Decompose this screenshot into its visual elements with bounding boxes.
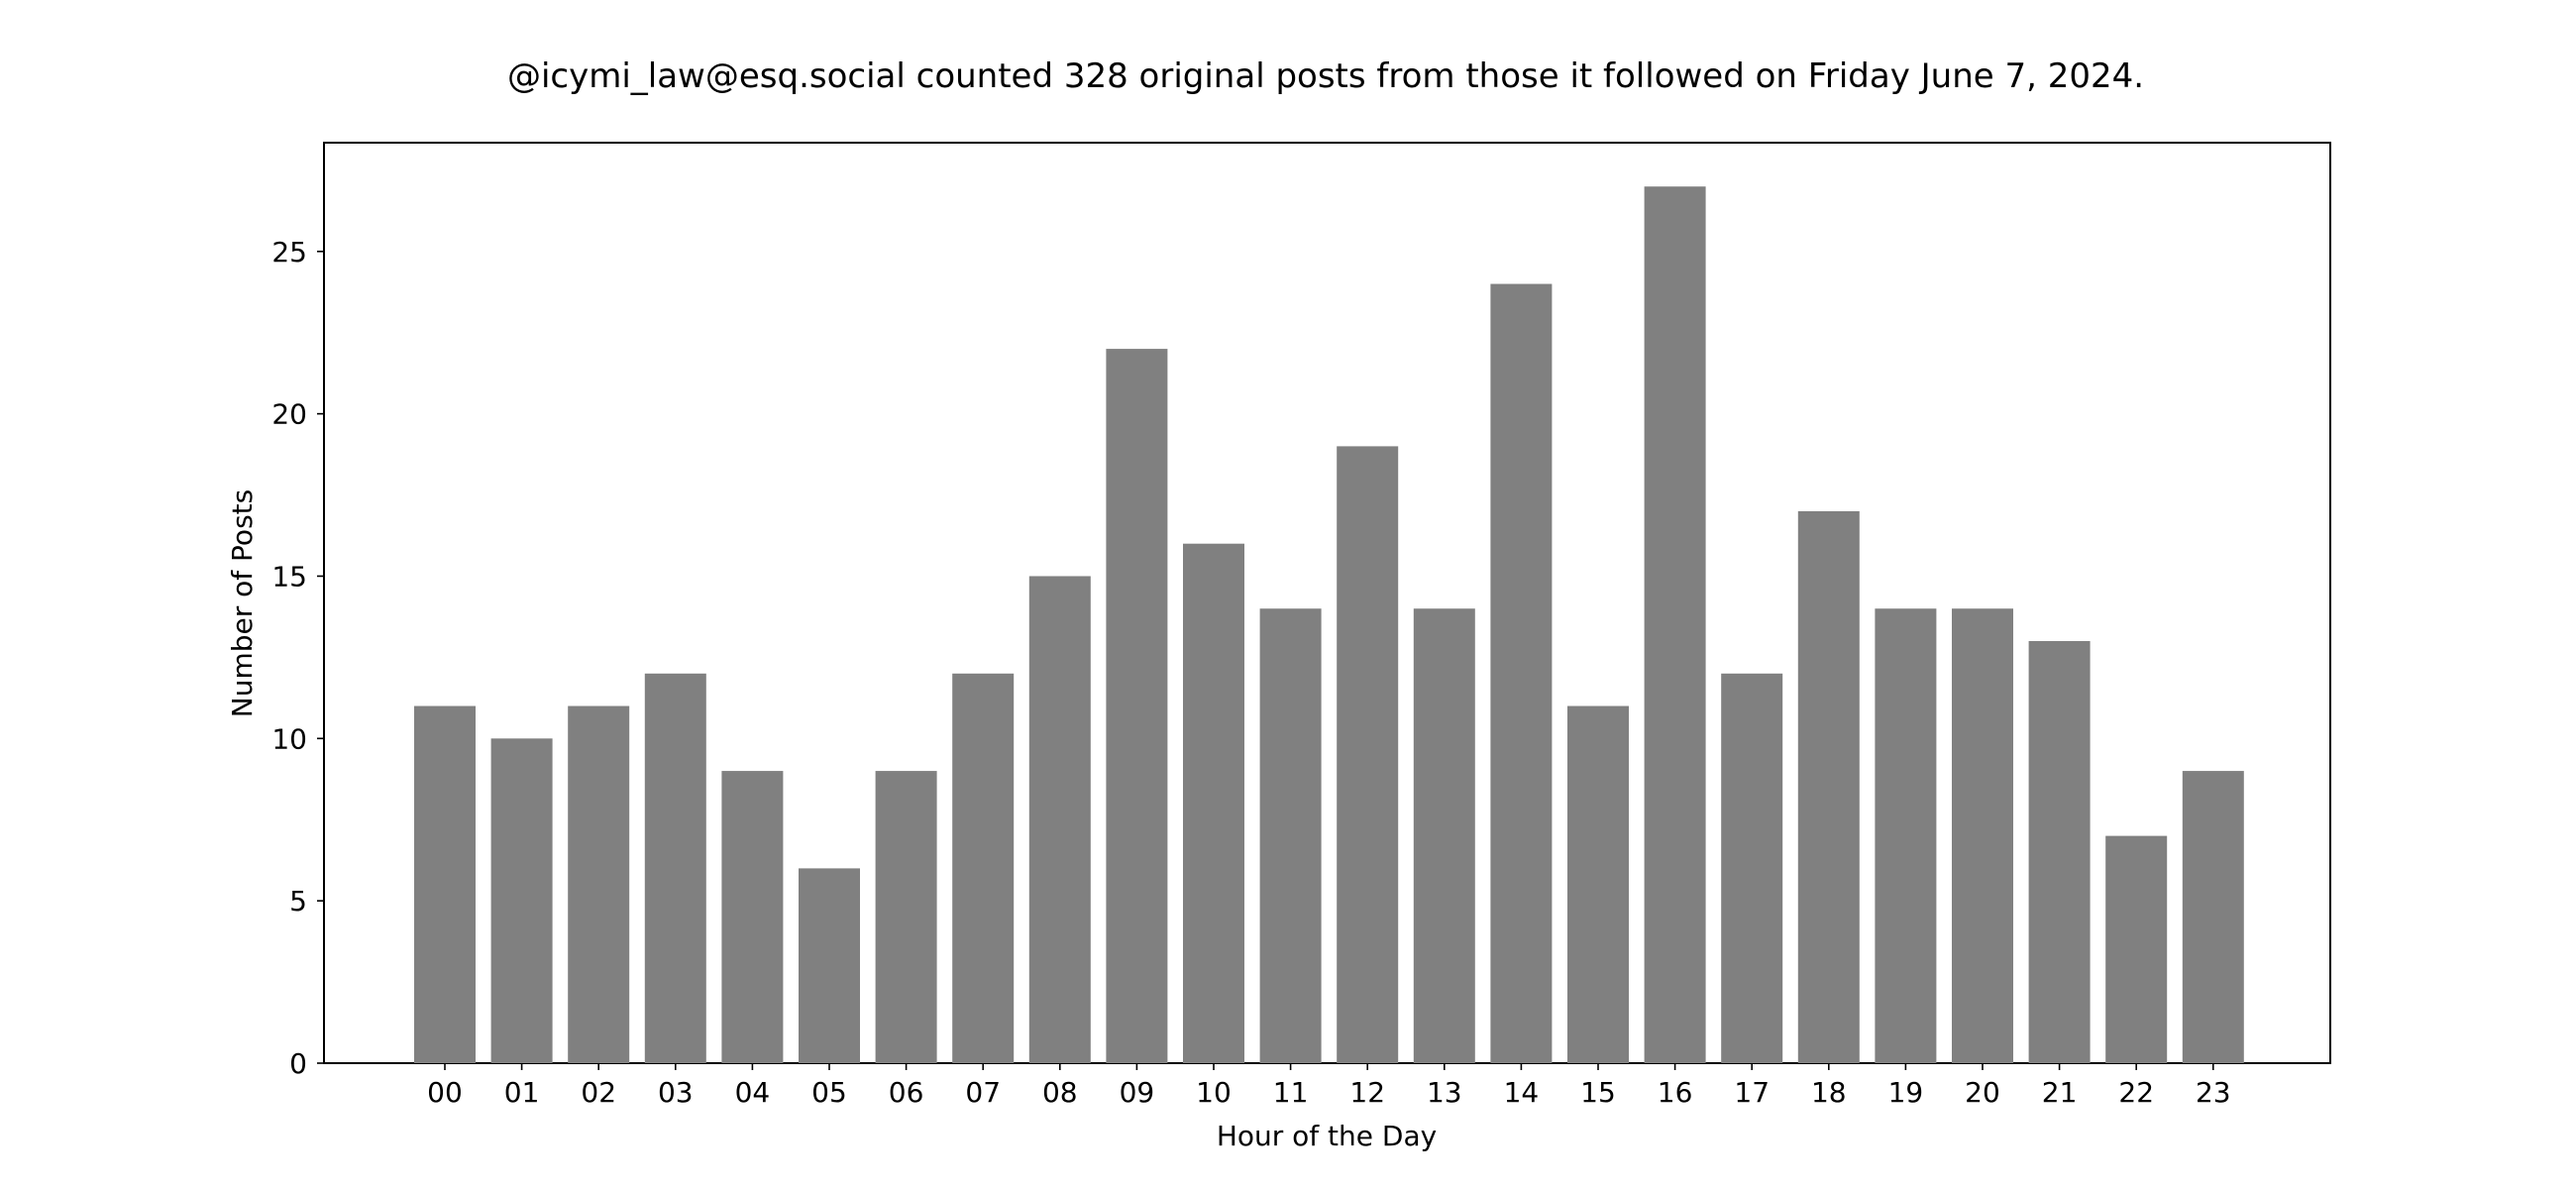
bar-hour-23 (2182, 771, 2244, 1063)
x-tick-label: 18 (1811, 1076, 1847, 1109)
chart-title: @icymi_law@esq.social counted 328 origin… (507, 56, 2144, 96)
x-axis-label: Hour of the Day (1217, 1120, 1437, 1152)
x-tick-label: 19 (1888, 1076, 1924, 1109)
x-tick-label: 01 (504, 1076, 540, 1109)
x-tick-label: 15 (1580, 1076, 1616, 1109)
bar-hour-11 (1259, 608, 1322, 1063)
x-tick-label: 04 (735, 1076, 771, 1109)
x-tick-label: 21 (2042, 1076, 2078, 1109)
bar-hour-04 (721, 771, 784, 1063)
plot-area-frame (323, 142, 2331, 1064)
bar-hour-18 (1797, 510, 1860, 1063)
x-tick-label: 00 (427, 1076, 463, 1109)
x-tick-label: 08 (1042, 1076, 1078, 1109)
x-tick-label: 07 (965, 1076, 1001, 1109)
y-axis-label: Number of Posts (226, 489, 259, 717)
x-tick-label: 06 (889, 1076, 924, 1109)
bar-hour-21 (2028, 641, 2091, 1063)
x-tick-label: 02 (581, 1076, 616, 1109)
bar-hour-02 (568, 705, 630, 1063)
bar-hour-03 (644, 673, 706, 1063)
bar-hour-20 (1952, 608, 2013, 1063)
bar-hour-08 (1028, 576, 1091, 1063)
bar-hour-17 (1721, 673, 1783, 1063)
y-axis: 0 5 10 15 20 25 (271, 236, 324, 1080)
bar-hour-14 (1490, 283, 1553, 1063)
y-tick-label: 10 (271, 722, 307, 755)
x-tick-label: 12 (1349, 1076, 1385, 1109)
bar-hour-06 (875, 771, 937, 1063)
x-tick-label: 20 (1965, 1076, 2000, 1109)
x-tick-label: 11 (1273, 1076, 1309, 1109)
x-tick-label: 16 (1658, 1076, 1693, 1109)
y-tick-label: 20 (271, 398, 307, 431)
x-tick-label: 23 (2196, 1076, 2231, 1109)
x-tick-label: 13 (1427, 1076, 1462, 1109)
bar-hour-10 (1183, 543, 1244, 1063)
x-axis: 00 01 02 03 04 05 06 07 08 09 10 11 12 13 14 15 16 17 18 19… (427, 1063, 2231, 1109)
bar-hour-12 (1337, 446, 1399, 1063)
bar-hour-05 (799, 868, 860, 1063)
bar-hour-07 (952, 673, 1015, 1063)
bar-hour-15 (1567, 705, 1629, 1063)
bar-hour-22 (2105, 835, 2168, 1063)
x-tick-label: 10 (1196, 1076, 1232, 1109)
bar-hour-13 (1413, 608, 1475, 1063)
x-tick-label: 09 (1120, 1076, 1155, 1109)
y-tick-label: 5 (289, 885, 307, 918)
x-tick-label: 03 (658, 1076, 694, 1109)
bar-hour-09 (1106, 349, 1168, 1064)
x-tick-label: 17 (1734, 1076, 1770, 1109)
y-tick-label: 25 (271, 236, 307, 269)
bar-hour-19 (1875, 608, 1937, 1063)
y-tick-label: 15 (271, 560, 307, 593)
bar-hour-16 (1644, 186, 1706, 1064)
bars-group (414, 186, 2244, 1064)
x-tick-label: 22 (2118, 1076, 2154, 1109)
y-tick-label: 0 (289, 1047, 307, 1080)
x-tick-label: 14 (1504, 1076, 1540, 1109)
bar-hour-00 (414, 705, 476, 1063)
bar-hour-01 (490, 738, 553, 1063)
x-tick-label: 05 (811, 1076, 847, 1109)
